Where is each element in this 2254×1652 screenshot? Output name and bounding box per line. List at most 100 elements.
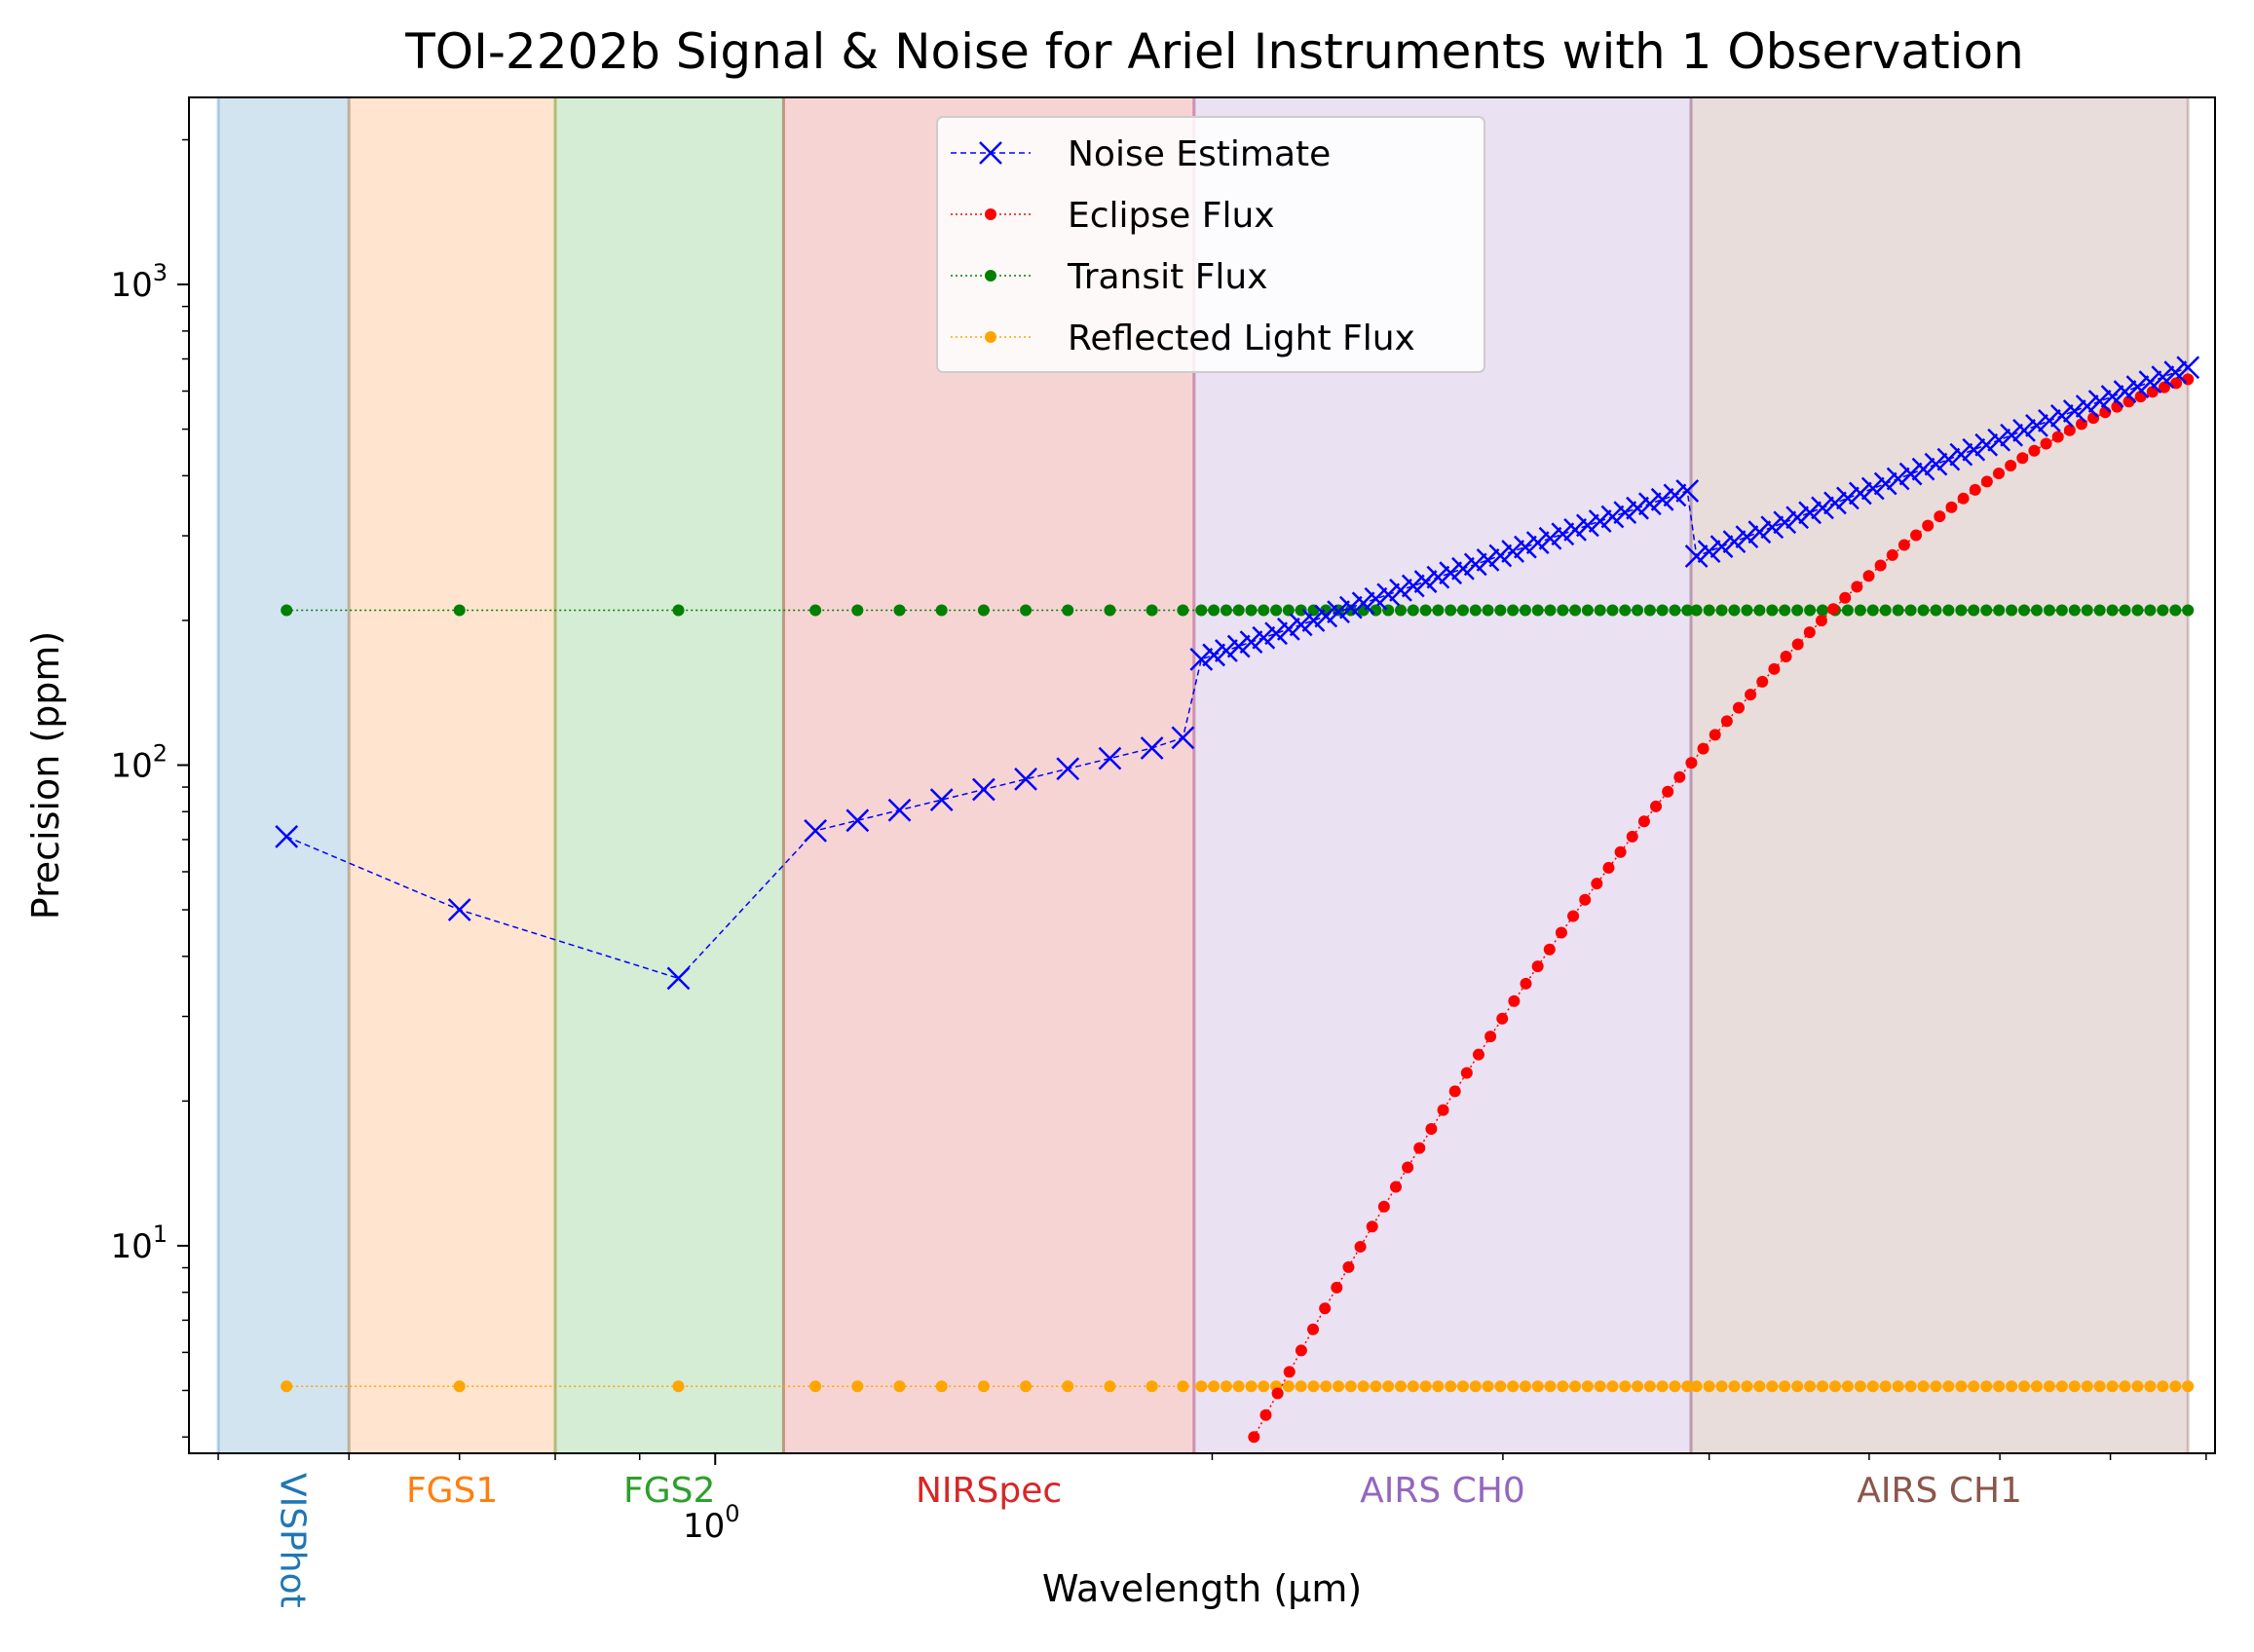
reflected-flux-point-31	[1419, 1380, 1432, 1393]
transit-flux-point-82	[2055, 604, 2068, 617]
transit-flux-point-81	[2043, 604, 2055, 617]
band-label-2: FGS2	[623, 1471, 715, 1511]
transit-flux-point-71	[1917, 604, 1930, 617]
transit-flux-point-37	[1494, 604, 1507, 617]
noise-estimate-point-58	[1747, 520, 1772, 544]
eclipse-flux-point-49	[1827, 603, 1840, 616]
transit-flux-point-13	[1195, 604, 1208, 617]
eclipse-flux-point-36	[1673, 770, 1686, 783]
reflected-flux-point-46	[1606, 1380, 1619, 1393]
reflected-flux-point-15	[1220, 1380, 1232, 1393]
transit-flux-point-77	[1993, 604, 2006, 617]
noise-estimate-point-45	[1588, 509, 1612, 533]
reflected-flux-point-20	[1282, 1380, 1295, 1393]
noise-estimate-point-85	[2087, 390, 2112, 413]
chart-title: TOI-2202b Signal & Noise for Ariel Instr…	[404, 23, 2024, 80]
transit-flux-point-9	[1062, 604, 1074, 617]
eclipse-flux-point-38	[1697, 742, 1709, 755]
transit-flux-point-30	[1407, 604, 1419, 617]
noise-estimate-point-51	[1663, 483, 1687, 507]
reflected-flux-point-83	[2068, 1380, 2081, 1393]
noise-estimate-point-46	[1600, 505, 1625, 529]
eclipse-flux-point-3	[1283, 1366, 1296, 1378]
reflected-flux-point-64	[1828, 1380, 1841, 1393]
reflected-flux-point-47	[1619, 1380, 1632, 1393]
reflected-flux-point-0	[281, 1380, 293, 1393]
noise-estimate-point-32	[1426, 565, 1450, 589]
reflected-flux-point-24	[1333, 1380, 1345, 1393]
noise-estimate-point-54	[1697, 540, 1721, 563]
reflected-flux-point-8	[1020, 1380, 1033, 1393]
reflected-flux-point-74	[1955, 1380, 1968, 1393]
eclipse-flux-point-57	[1922, 519, 1935, 532]
reflected-flux-point-9	[1062, 1380, 1074, 1393]
eclipse-flux-point-60	[1957, 492, 1970, 505]
transit-flux-point-33	[1445, 604, 1457, 617]
noise-estimate-point-90	[2151, 365, 2175, 390]
noise-estimate-point-39	[1514, 535, 1537, 559]
band-label-5: AIRS CH1	[1857, 1471, 2022, 1511]
reflected-flux-point-37	[1494, 1380, 1507, 1393]
transit-flux-point-16	[1232, 604, 1245, 617]
transit-flux-point-41	[1544, 604, 1557, 617]
eclipse-flux-point-47	[1803, 626, 1816, 639]
band-labels: VISPhot FGS1 FGS2 NIRSpec AIRS CH0 AIRS CH1	[272, 1471, 2022, 1608]
transit-flux-point-21	[1295, 604, 1307, 617]
eclipse-flux-point-66	[2028, 444, 2041, 457]
transit-flux-point-23	[1320, 604, 1333, 617]
transit-flux-point-8	[1020, 604, 1033, 617]
noise-estimate-point-4	[845, 808, 870, 833]
noise-estimate-point-1	[447, 898, 471, 921]
eclipse-flux-point-5	[1307, 1323, 1320, 1335]
noise-estimate-point-83	[2062, 399, 2086, 423]
eclipse-flux-point-62	[1980, 475, 1993, 488]
reflected-flux-point-25	[1344, 1380, 1357, 1393]
reflected-flux-point-62	[1804, 1380, 1817, 1393]
noise-estimate-point-78	[2000, 423, 2023, 447]
band-label-3: NIRSpec	[916, 1471, 1062, 1511]
transit-flux-point-74	[1955, 604, 1968, 617]
eclipse-flux-point-10	[1366, 1220, 1378, 1233]
transit-flux-point-40	[1531, 604, 1544, 617]
reflected-flux-point-61	[1791, 1380, 1804, 1393]
transit-flux-point-19	[1270, 604, 1283, 617]
transit-flux-point-6	[935, 604, 948, 617]
transit-flux-point-35	[1469, 604, 1482, 617]
reflected-flux-point-1	[453, 1380, 466, 1393]
transit-flux-point-73	[1942, 604, 1955, 617]
eclipse-flux-point-44	[1768, 662, 1781, 675]
legend-marker-0	[979, 141, 1002, 165]
eclipse-flux-point-19	[1472, 1048, 1484, 1061]
noise-estimate-point-60	[1773, 510, 1797, 535]
reflected-flux-point-71	[1917, 1380, 1930, 1393]
eclipse-flux-point-12	[1389, 1181, 1402, 1193]
noise-estimate-point-72	[1924, 452, 1948, 476]
x-axis-label: Wavelength (μm)	[1042, 1567, 1362, 1610]
eclipse-flux-point-20	[1484, 1031, 1497, 1043]
x-tick-label-0: 100	[683, 1500, 740, 1546]
transit-flux-point-91	[2169, 604, 2182, 617]
reflected-flux-point-72	[1930, 1380, 1942, 1393]
eclipse-flux-point-26	[1555, 926, 1567, 939]
reflected-flux-point-92	[2182, 1380, 2195, 1393]
legend-box	[936, 116, 1485, 373]
noise-estimate-point-70	[1898, 462, 1923, 486]
transit-flux-point-61	[1791, 604, 1804, 617]
noise-estimate-point-23	[1314, 604, 1338, 628]
noise-estimate-point-27	[1364, 586, 1388, 611]
transit-flux-point-32	[1432, 604, 1445, 617]
transit-flux-point-53	[1690, 604, 1703, 617]
eclipse-flux-point-68	[2051, 431, 2064, 443]
eclipse-flux-point-69	[2063, 424, 2076, 436]
transit-flux-point-11	[1146, 604, 1158, 617]
reflected-flux-point-63	[1817, 1380, 1829, 1393]
noise-estimate-point-86	[2100, 385, 2124, 408]
transit-flux-point-44	[1581, 604, 1594, 617]
noise-estimate-point-6	[929, 788, 954, 811]
band-2	[555, 97, 784, 1453]
noise-estimate-point-68	[1873, 471, 1897, 496]
transit-flux-point-57	[1741, 604, 1753, 617]
y-tick-label-2: 103	[110, 259, 168, 305]
reflected-flux-point-36	[1482, 1380, 1494, 1393]
noise-estimate-point-22	[1301, 609, 1326, 632]
